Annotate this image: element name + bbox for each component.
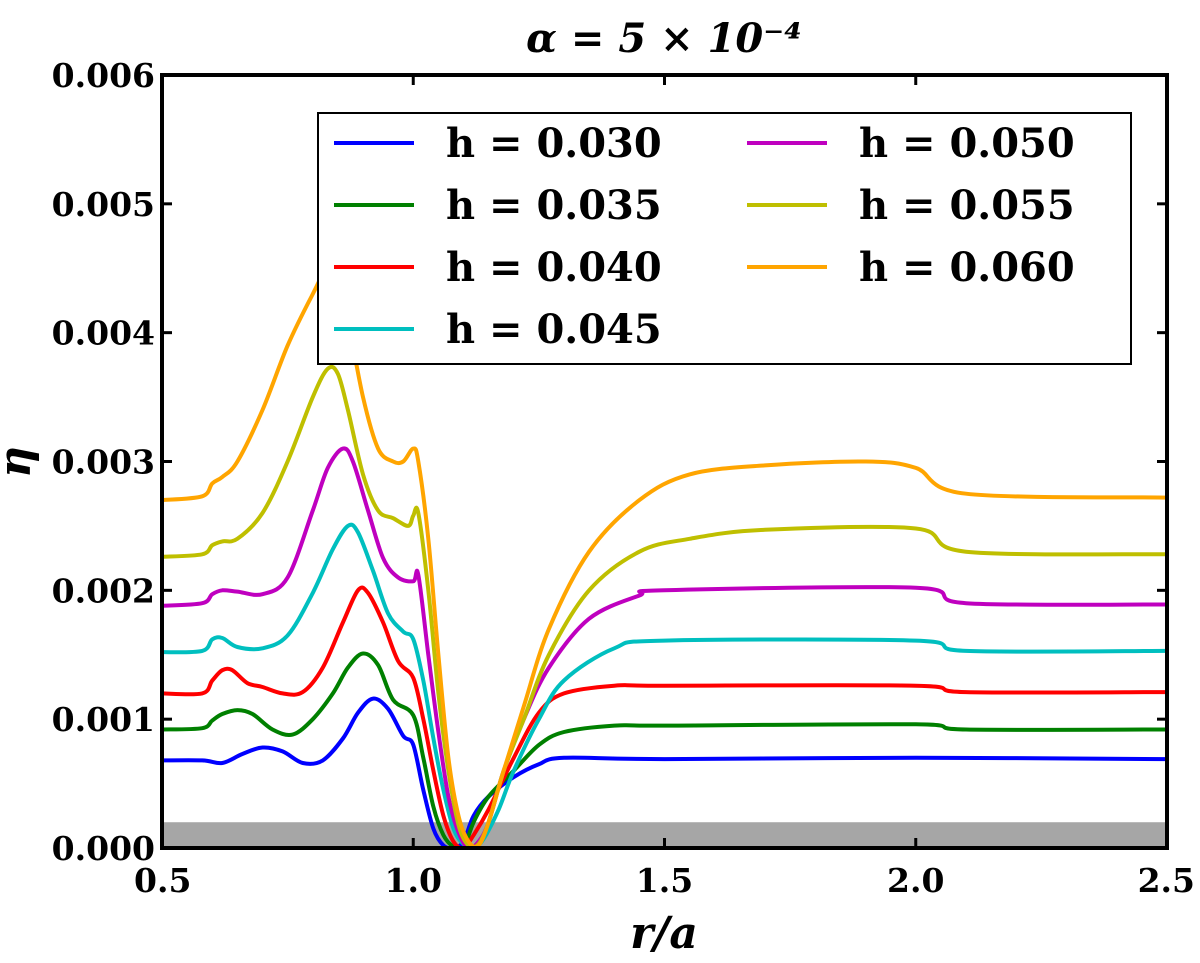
x-axis-label: r/a — [630, 908, 698, 959]
x-tick-label: 2.0 — [887, 861, 944, 900]
series-line-2 — [162, 651, 1167, 848]
chart-title: α = 5 × 10⁻⁴ — [526, 15, 802, 62]
y-axis-label: η — [0, 446, 41, 478]
y-tick-label: 0.001 — [52, 700, 155, 739]
y-tick-label: 0.003 — [52, 443, 155, 482]
x-tick-label: 1.5 — [636, 861, 693, 900]
legend-box — [317, 112, 1132, 365]
y-tick-label: 0.005 — [52, 185, 155, 224]
legend-label-3: h = 0.040 — [446, 244, 662, 291]
series-line-1 — [162, 696, 1167, 848]
y-tick-label: 0.006 — [52, 56, 155, 95]
series-line-4 — [162, 522, 1167, 848]
x-tick-label: 2.5 — [1138, 861, 1195, 900]
x-tick-label: 1.0 — [385, 861, 442, 900]
legend-label-5: h = 0.050 — [859, 120, 1075, 167]
y-axis-ticks: 0.000 0.001 0.002 0.003 0.004 0.005 0.006 — [52, 56, 1167, 868]
series-line-7 — [162, 265, 1167, 848]
series-layer — [162, 265, 1167, 848]
legend: h = 0.030 h = 0.035 h = 0.040 h = 0.045 h = … — [317, 112, 1132, 365]
series-line-5 — [162, 446, 1167, 848]
legend-label-7: h = 0.060 — [859, 244, 1075, 291]
x-tick-label: 0.5 — [134, 861, 191, 900]
x-axis-ticks: 0.5 1.0 1.5 2.0 2.5 — [134, 75, 1195, 900]
series-line-3 — [162, 585, 1167, 848]
legend-label-6: h = 0.055 — [859, 182, 1075, 229]
series-line-6 — [162, 364, 1167, 848]
legend-label-1: h = 0.030 — [446, 120, 662, 167]
y-tick-label: 0.000 — [52, 829, 155, 868]
y-tick-label: 0.004 — [52, 314, 155, 353]
y-tick-label: 0.002 — [52, 571, 155, 610]
legend-label-4: h = 0.045 — [446, 306, 662, 353]
legend-label-2: h = 0.035 — [446, 182, 662, 229]
